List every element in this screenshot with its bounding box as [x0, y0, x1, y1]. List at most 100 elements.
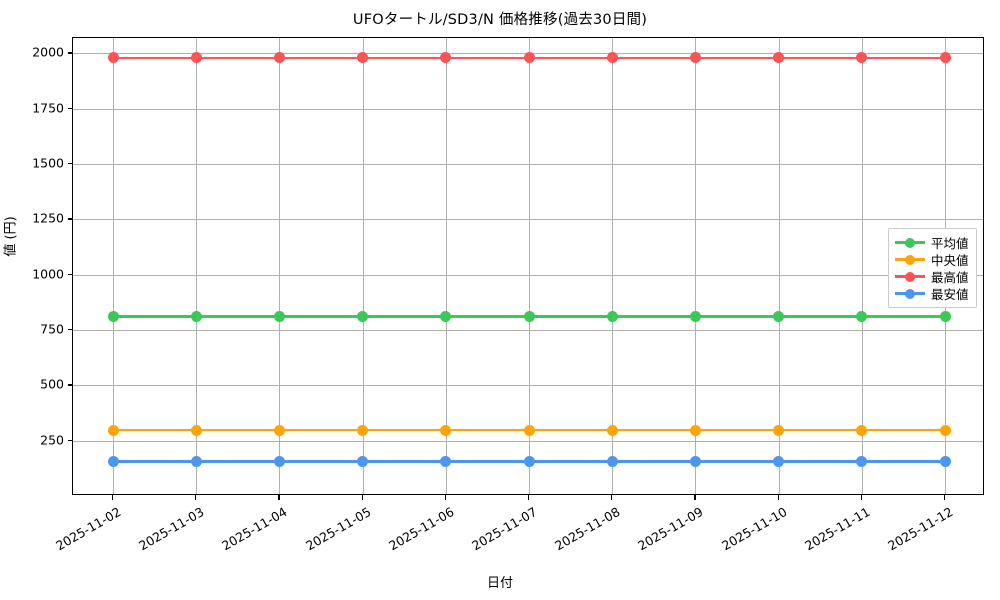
legend-item[interactable]: 最安値 [895, 285, 969, 302]
chart-title: UFOタートル/SD3/N 価格推移(過去30日間) [352, 12, 648, 28]
series-line-segment [279, 428, 363, 432]
data-point-marker[interactable] [440, 311, 452, 323]
data-point-marker[interactable] [273, 311, 285, 323]
series-line-segment [778, 56, 862, 60]
data-point-marker[interactable] [606, 311, 618, 323]
data-point-marker[interactable] [357, 424, 369, 436]
data-point-marker[interactable] [689, 456, 701, 468]
series-line-segment [196, 315, 280, 319]
series-line-segment [196, 56, 280, 60]
data-point-marker[interactable] [357, 311, 369, 323]
data-point-marker[interactable] [523, 52, 535, 64]
data-point-marker[interactable] [773, 52, 785, 64]
series-line-segment [362, 428, 446, 432]
data-point-marker[interactable] [190, 456, 202, 468]
y-axis-label: 値 (円) [3, 216, 19, 257]
x-axis-tick-mark [278, 495, 280, 500]
x-axis-tick-label: 2025-11-06 [385, 504, 457, 554]
series-line-segment [778, 315, 862, 319]
series-line-segment [612, 460, 696, 463]
plot-area [72, 37, 984, 495]
legend-item[interactable]: 平均値 [895, 234, 969, 251]
data-point-marker[interactable] [273, 52, 285, 64]
series-line-segment [695, 315, 779, 319]
y-axis-tick-mark [67, 52, 72, 54]
y-axis-tick-mark [67, 218, 72, 220]
y-axis-tick-mark [67, 384, 72, 386]
data-point-marker[interactable] [357, 52, 369, 64]
y-axis-tick-mark [67, 107, 72, 110]
x-axis-tick-mark [195, 495, 197, 500]
gridline-vertical [778, 38, 780, 494]
y-axis-tick-label: 1500 [32, 155, 64, 171]
series-line-segment [529, 428, 613, 432]
series-line-segment [778, 460, 862, 463]
data-point-marker[interactable] [107, 424, 119, 436]
data-point-marker[interactable] [440, 424, 452, 436]
y-axis-tick-label: 500 [40, 376, 64, 392]
data-point-marker[interactable] [773, 424, 785, 436]
data-point-marker[interactable] [523, 311, 535, 323]
data-point-marker[interactable] [107, 52, 119, 64]
data-point-marker[interactable] [523, 456, 535, 468]
y-axis-tick-label: 1750 [32, 100, 64, 116]
data-point-marker[interactable] [190, 52, 202, 64]
data-point-marker[interactable] [357, 456, 369, 468]
series-line-segment [279, 315, 363, 319]
x-axis-tick-label: 2025-11-12 [885, 504, 956, 554]
data-point-marker[interactable] [689, 311, 701, 323]
data-point-marker[interactable] [689, 424, 701, 436]
x-axis-label: 日付 [486, 576, 513, 591]
data-point-marker[interactable] [856, 424, 868, 436]
data-point-marker[interactable] [939, 311, 951, 323]
series-line-segment [695, 428, 779, 432]
legend-item[interactable]: 中央値 [895, 251, 969, 268]
data-point-marker[interactable] [606, 52, 618, 64]
series-line-segment [778, 428, 862, 432]
data-point-marker[interactable] [606, 424, 618, 436]
data-point-marker[interactable] [440, 52, 452, 64]
data-point-marker[interactable] [939, 456, 951, 468]
y-axis-tick-mark [67, 163, 72, 165]
y-axis-tick-label: 250 [40, 432, 64, 448]
y-axis-tick-label: 1000 [32, 266, 64, 282]
data-point-marker[interactable] [939, 52, 951, 64]
gridline-horizontal [73, 330, 983, 332]
data-point-marker[interactable] [107, 456, 119, 468]
gridline-vertical [861, 38, 863, 494]
data-point-marker[interactable] [190, 424, 202, 436]
gridline-horizontal [73, 385, 983, 387]
data-point-marker[interactable] [856, 456, 868, 468]
x-axis-tick-mark [694, 495, 696, 500]
data-point-marker[interactable] [440, 456, 452, 468]
data-point-marker[interactable] [689, 52, 701, 64]
data-point-marker[interactable] [273, 424, 285, 436]
series-line-segment [445, 428, 529, 432]
legend-swatch-icon [895, 288, 925, 299]
series-line-segment [861, 460, 945, 463]
x-axis-tick-mark [777, 495, 779, 500]
legend-item[interactable]: 最高値 [895, 268, 969, 285]
data-point-marker[interactable] [273, 456, 285, 468]
x-axis-tick-label: 2025-11-09 [635, 504, 706, 554]
data-point-marker[interactable] [856, 311, 868, 323]
data-point-marker[interactable] [939, 424, 951, 436]
series-line-segment [695, 56, 779, 60]
data-point-marker[interactable] [606, 456, 618, 468]
y-axis-tick-mark [67, 329, 72, 331]
y-axis-tick-mark [67, 439, 72, 441]
data-point-marker[interactable] [773, 311, 785, 323]
data-point-marker[interactable] [523, 424, 535, 436]
x-axis-tick-label: 2025-11-07 [469, 504, 540, 554]
x-axis-tick-label: 2025-11-03 [136, 504, 207, 554]
series-line-segment [279, 460, 363, 463]
data-point-marker[interactable] [190, 311, 202, 323]
data-point-marker[interactable] [856, 52, 868, 64]
series-line-segment [529, 56, 613, 60]
data-point-marker[interactable] [107, 311, 119, 323]
x-axis-tick-mark [860, 495, 863, 500]
x-axis-tick-label: 2025-11-05 [302, 504, 374, 554]
gridline-vertical [113, 38, 114, 494]
series-line-segment [113, 56, 197, 60]
data-point-marker[interactable] [773, 456, 785, 468]
